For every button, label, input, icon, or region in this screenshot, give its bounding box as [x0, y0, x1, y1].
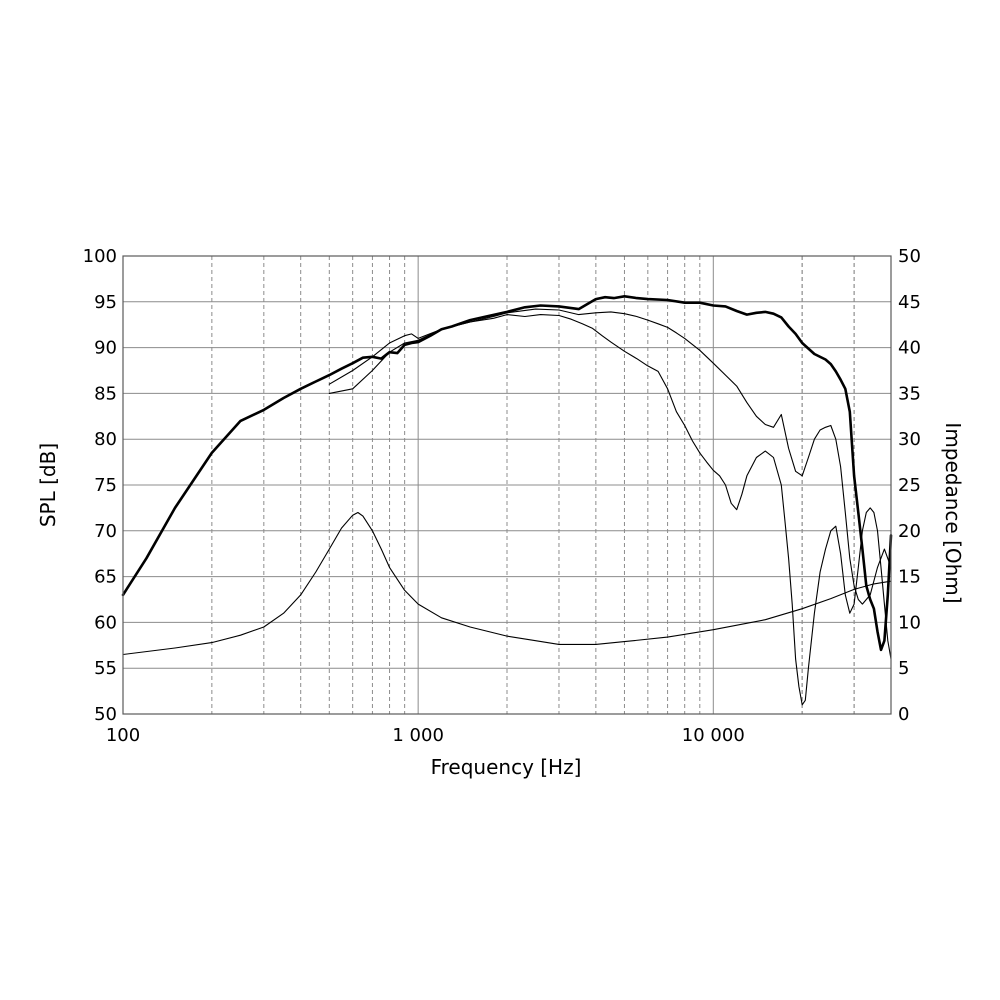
y2-tick-label: 40: [898, 338, 921, 359]
y2-tick-label: 25: [898, 475, 921, 496]
y-tick-label: 90: [94, 338, 117, 359]
y2-tick-label: 20: [898, 521, 921, 542]
x-tick-label: 10 000: [682, 725, 745, 746]
data-series-group: [121, 295, 893, 706]
y-tick-label: 50: [94, 704, 117, 725]
y2-tick-label: 0: [898, 704, 909, 725]
x-tick-label: 1 000: [392, 725, 444, 746]
y-axis-title: SPL [dB]: [36, 443, 60, 527]
y2-tick-label: 45: [898, 292, 921, 313]
plot-frame: [122, 255, 892, 715]
y-tick-label: 80: [94, 429, 117, 450]
tick-labels: 50 55 60 65 70 75 80 85 90 95 100 0 5 10 15 20 25 30 35 40 4…: [83, 246, 921, 746]
spl-curve-2: [328, 308, 892, 605]
y-tick-label: 75: [94, 475, 117, 496]
impedance-curve: [122, 511, 892, 656]
y2-tick-label: 10: [898, 612, 921, 633]
grid: [123, 256, 891, 714]
x-tick-label: 100: [106, 725, 140, 746]
y-tick-label: 65: [94, 567, 117, 588]
y2-tick-label: 15: [898, 567, 921, 588]
y2-tick-label: 30: [898, 429, 921, 450]
y2-axis-title: Impedance [Ohm]: [941, 422, 965, 603]
y2-tick-label: 5: [898, 658, 909, 679]
y-tick-label: 55: [94, 658, 117, 679]
y-tick-label: 100: [83, 246, 117, 267]
spl-curve-3: [328, 314, 892, 706]
y-tick-label: 95: [94, 292, 117, 313]
y-tick-label: 70: [94, 521, 117, 542]
y2-tick-label: 35: [898, 383, 921, 404]
y-tick-label: 85: [94, 383, 117, 404]
y-tick-label: 60: [94, 612, 117, 633]
spl-curve-1: [121, 295, 893, 652]
x-axis-title: Frequency [Hz]: [431, 755, 582, 779]
y2-tick-label: 50: [898, 246, 921, 267]
